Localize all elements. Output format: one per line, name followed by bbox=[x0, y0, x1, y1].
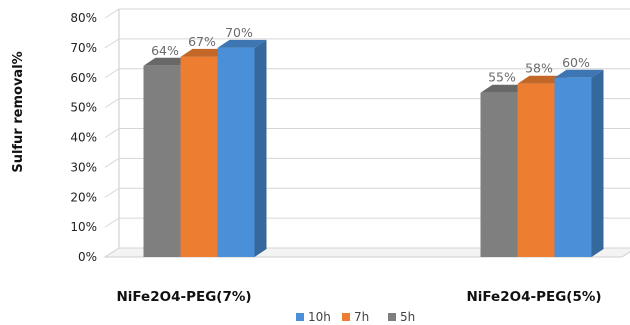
legend-swatch bbox=[388, 313, 396, 321]
bar-top bbox=[217, 39, 267, 48]
y-tick-label: 50% bbox=[70, 101, 97, 115]
bar bbox=[180, 56, 218, 258]
gridline bbox=[104, 247, 630, 258]
bar-side bbox=[254, 39, 267, 257]
gridline bbox=[104, 38, 630, 49]
legend-swatch bbox=[296, 313, 304, 321]
y-tick-label: 30% bbox=[70, 160, 97, 174]
data-label: 55% bbox=[488, 70, 516, 85]
y-axis-label: Sulfur removal% bbox=[11, 51, 26, 172]
data-label: 67% bbox=[188, 34, 216, 49]
bar-top bbox=[517, 75, 567, 84]
data-label: 64% bbox=[151, 43, 179, 58]
legend: 10h 7h 5h bbox=[296, 310, 415, 324]
gridline bbox=[104, 128, 630, 138]
data-label: 60% bbox=[562, 55, 590, 70]
legend-label: 7h bbox=[354, 310, 369, 324]
data-labels: 64% 67% 70% 55% 58% 60% bbox=[151, 25, 590, 85]
category-labels: NiFe2O4-PEG(7%) NiFe2O4-PEG(5%) bbox=[116, 289, 601, 305]
bar bbox=[517, 83, 555, 257]
bar-top bbox=[143, 57, 193, 66]
data-label: 58% bbox=[525, 61, 553, 76]
data-label: 70% bbox=[225, 25, 253, 40]
gridline bbox=[104, 217, 630, 228]
bar-top bbox=[180, 48, 230, 57]
category-label: NiFe2O4-PEG(7%) bbox=[116, 289, 251, 305]
gridline bbox=[104, 98, 630, 109]
gridline bbox=[104, 187, 630, 198]
bar-top bbox=[480, 84, 530, 93]
y-tick-label: 60% bbox=[70, 71, 97, 85]
bar-top bbox=[554, 69, 604, 78]
bars bbox=[143, 39, 604, 258]
y-tick-label: 40% bbox=[70, 131, 97, 145]
y-tick-label: 20% bbox=[70, 190, 97, 204]
legend-swatch bbox=[342, 313, 350, 321]
y-tick-label: 70% bbox=[70, 41, 97, 55]
legend-label: 10h bbox=[308, 310, 331, 324]
y-tick-label: 0% bbox=[78, 250, 97, 264]
gridline bbox=[104, 8, 630, 19]
gridline bbox=[104, 68, 630, 79]
gridline bbox=[104, 157, 630, 168]
bar-side bbox=[591, 69, 604, 257]
legend-label: 5h bbox=[400, 310, 415, 324]
bar bbox=[217, 47, 255, 257]
y-tick-label: 80% bbox=[70, 11, 97, 25]
bar bbox=[143, 65, 181, 257]
bar bbox=[554, 77, 592, 257]
y-tick-labels: 0% 10% 20% 30% 40% 50% 60% 70% 80% bbox=[70, 11, 97, 264]
y-tick-label: 10% bbox=[70, 220, 97, 234]
category-label: NiFe2O4-PEG(5%) bbox=[466, 289, 601, 305]
bar bbox=[480, 92, 518, 257]
